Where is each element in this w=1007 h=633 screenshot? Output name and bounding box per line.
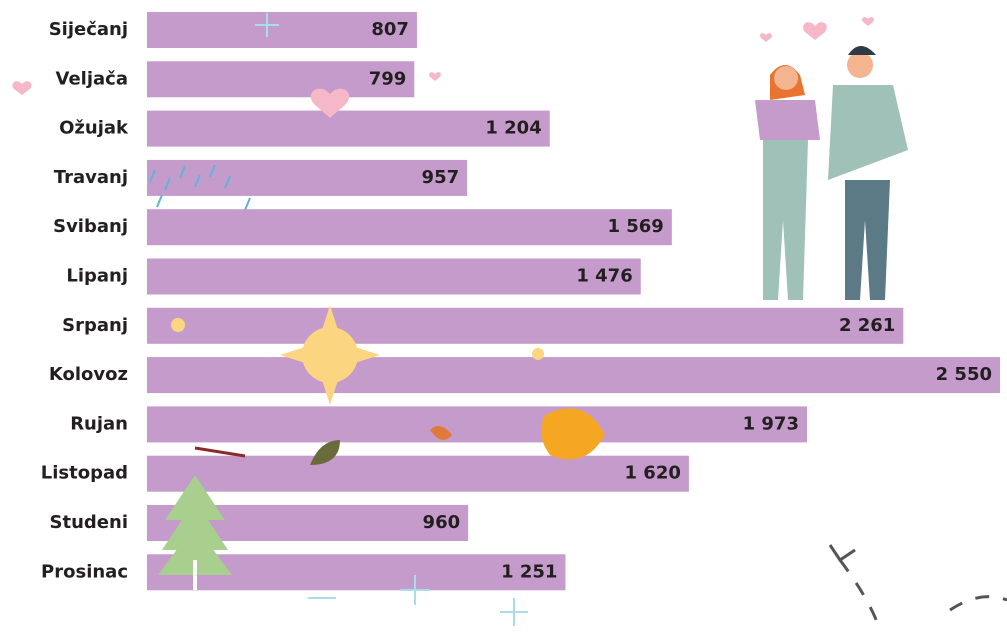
bar (147, 61, 415, 98)
category-label: Prosinac (41, 561, 128, 582)
couple (755, 46, 908, 300)
value-label: 807 (371, 19, 409, 40)
snow (255, 13, 528, 626)
value-label: 960 (423, 512, 461, 533)
decorations (12, 13, 1007, 631)
category-label: Ožujak (59, 118, 129, 139)
value-label: 1 204 (485, 118, 541, 139)
leaf (194, 446, 246, 458)
value-label: 1 569 (607, 216, 663, 237)
value-label: 2 261 (839, 315, 895, 336)
leaf (310, 440, 340, 465)
value-label: 1 620 (625, 463, 681, 484)
value-label: 2 550 (936, 364, 992, 385)
hearts (12, 17, 874, 118)
value-label: 799 (369, 68, 407, 89)
value-label: 1 973 (743, 413, 799, 434)
bar (147, 455, 689, 492)
bar (147, 209, 672, 246)
category-label: Veljača (56, 68, 128, 89)
category-label: Studeni (50, 512, 128, 533)
value-label: 1 251 (501, 561, 557, 582)
leaf (541, 408, 605, 460)
tree (158, 475, 232, 590)
arrow (838, 559, 1007, 631)
arrow-head (828, 544, 856, 563)
bar (147, 159, 468, 196)
bar (147, 406, 807, 443)
category-label: Srpanj (62, 315, 128, 336)
value-label: 1 476 (576, 266, 632, 287)
category-label: Svibanj (53, 216, 128, 237)
category-label: Kolovoz (49, 364, 128, 385)
value-label: 957 (422, 167, 460, 188)
category-label: Listopad (41, 463, 128, 484)
bar (147, 110, 550, 147)
rain (149, 164, 251, 211)
category-label: Rujan (70, 413, 128, 434)
sun (171, 305, 544, 405)
leaf (430, 426, 452, 440)
bar (147, 357, 1000, 394)
bar (147, 12, 417, 48)
category-label: Siječanj (49, 19, 128, 40)
category-label: Lipanj (66, 266, 128, 287)
bar (147, 258, 641, 295)
bars (147, 12, 1000, 591)
bar (147, 307, 904, 344)
category-label: Travanj (54, 167, 128, 188)
